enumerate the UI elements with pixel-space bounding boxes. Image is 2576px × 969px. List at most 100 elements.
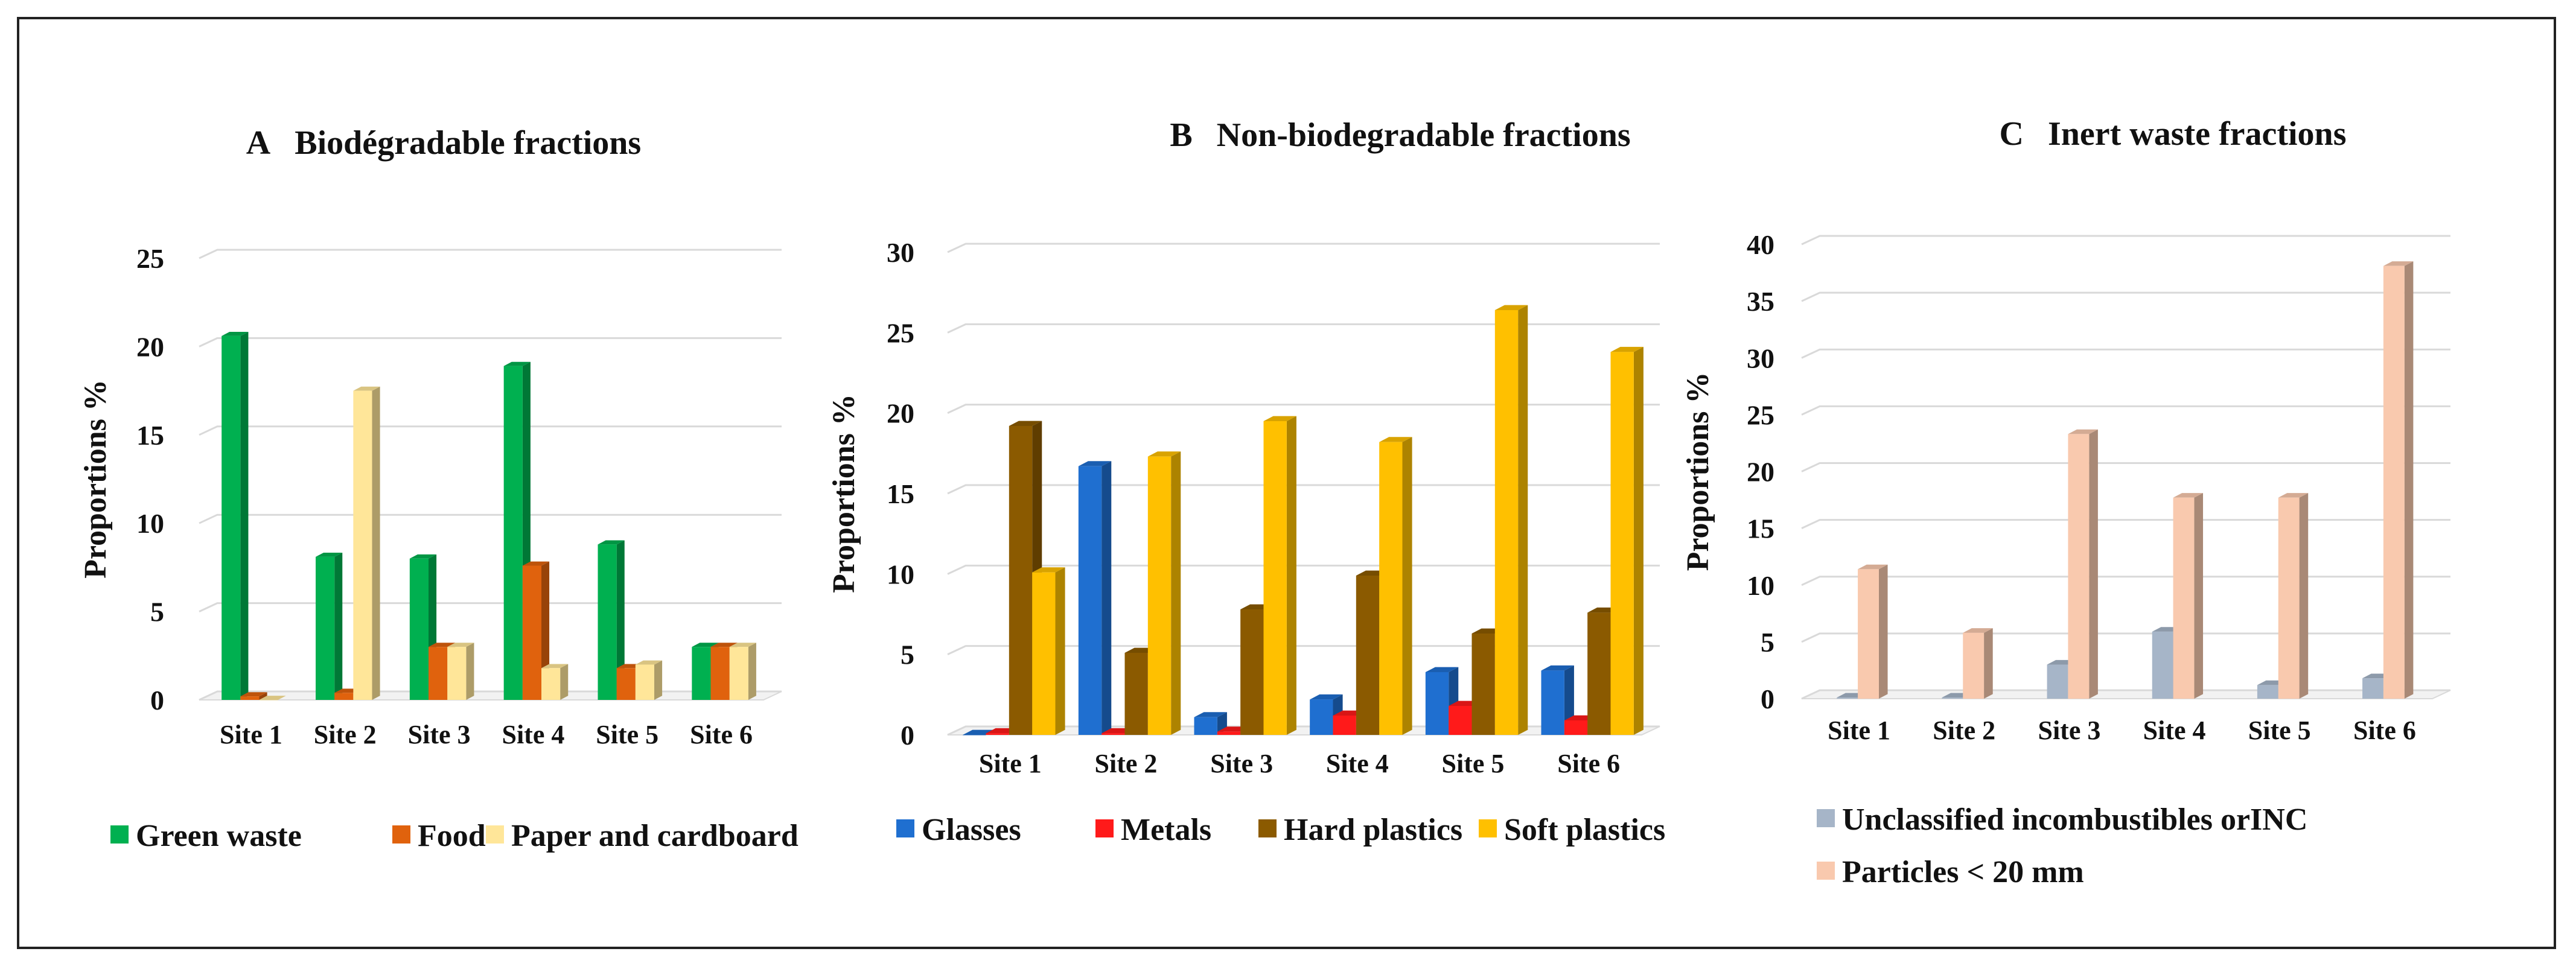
bar-side — [2299, 493, 2309, 699]
y-tick-label: 15 — [136, 420, 164, 451]
y-tick-label: 5 — [1761, 627, 1774, 658]
x-tick-label: Site 4 — [502, 720, 564, 749]
bar-front — [2068, 434, 2090, 699]
bar-side — [748, 643, 756, 700]
bar-paper-and-cardboard-site-1 — [259, 696, 286, 701]
legend-label-soft-plastics: Soft plastics — [1504, 813, 1665, 847]
bar-front — [1494, 310, 1519, 735]
bar-particles-20-mm-site-3 — [2068, 429, 2098, 699]
bar-front — [2047, 664, 2068, 699]
x-tick-label: Site 6 — [1557, 749, 1620, 778]
bar-top — [1263, 416, 1296, 421]
bar-front — [1124, 653, 1148, 735]
gridline — [947, 484, 1660, 495]
gridline — [199, 690, 782, 701]
bar-soft-plastics-site-5 — [1494, 305, 1528, 735]
bar-top — [2278, 493, 2309, 498]
bar-particles-20-mm-site-6 — [2383, 261, 2414, 699]
bar-soft-plastics-site-1 — [1032, 567, 1065, 735]
y-tick-label: 5 — [150, 597, 164, 627]
bar-side — [560, 664, 569, 700]
bar-front — [222, 335, 241, 700]
bar-top — [447, 643, 474, 647]
bar-front — [598, 544, 617, 700]
x-tick-label: Site 4 — [2143, 716, 2206, 745]
chart-panel-letter: B — [1170, 116, 1192, 154]
legend-swatch-soft-plastics — [1479, 819, 1497, 837]
bar-front — [1449, 706, 1472, 735]
x-tick-label: Site 1 — [220, 720, 282, 749]
bar-top — [503, 361, 531, 366]
bar-side — [1286, 416, 1296, 735]
bar-front — [503, 366, 523, 700]
bar-side — [1055, 567, 1065, 735]
bar-green-waste-site-3 — [409, 554, 437, 700]
y-tick-label: 25 — [887, 317, 914, 348]
x-tick-label: Site 2 — [314, 720, 377, 749]
bar-front — [1963, 632, 1985, 699]
bar-top — [259, 696, 286, 700]
x-tick-label: Site 3 — [408, 720, 471, 749]
bar-top — [409, 554, 437, 559]
bar-front — [353, 390, 372, 700]
bar-top — [2383, 261, 2414, 266]
gridline — [199, 602, 782, 612]
bar-top — [1425, 667, 1459, 672]
legend-label-metals: Metals — [1121, 813, 1211, 847]
y-tick-label: 0 — [150, 685, 164, 716]
bar-paper-and-cardboard-site-3 — [447, 643, 474, 700]
x-tick-label: Site 1 — [979, 749, 1042, 778]
y-tick-label: 15 — [1747, 513, 1774, 544]
bar-paper-and-cardboard-site-2 — [353, 386, 380, 700]
legend-swatch-particles-20-mm — [1817, 862, 1835, 880]
y-tick-label: 25 — [1747, 399, 1774, 430]
bar-front — [1101, 733, 1125, 735]
bar-front — [1032, 572, 1056, 735]
bar-paper-and-cardboard-site-6 — [729, 643, 756, 700]
bar-particles-20-mm-site-4 — [2173, 493, 2204, 699]
y-tick-label: 10 — [887, 559, 914, 589]
bar-front — [259, 700, 278, 701]
legend-label-hard-plastics: Hard plastics — [1284, 813, 1462, 847]
bar-top — [522, 561, 550, 566]
bar-side — [1402, 437, 1412, 735]
bar-soft-plastics-site-3 — [1263, 416, 1296, 735]
bar-side — [616, 540, 625, 700]
gridline — [1801, 348, 2450, 359]
y-tick-label: 35 — [1747, 286, 1774, 317]
bar-green-waste-site-5 — [598, 540, 625, 700]
gridline — [199, 337, 782, 348]
bar-front — [1240, 609, 1264, 735]
bar-front — [1333, 716, 1356, 735]
bar-front — [729, 647, 748, 700]
bar-side — [1633, 346, 1643, 735]
bar-soft-plastics-site-4 — [1379, 437, 1412, 735]
x-tick-label: Site 5 — [1442, 749, 1505, 778]
legend-swatch-food — [392, 825, 410, 844]
y-tick-label: 0 — [901, 720, 914, 751]
legend-swatch-glasses — [896, 819, 914, 837]
bar-top — [1963, 628, 1993, 633]
bar-side — [240, 331, 249, 700]
y-tick-label: 0 — [1761, 684, 1774, 714]
bar-front — [1858, 569, 1879, 699]
bar-front — [635, 664, 654, 700]
chart-title-text: Non-biodegradable fractions — [1217, 116, 1631, 154]
bar-top — [1858, 564, 1888, 570]
bar-soft-plastics-site-2 — [1147, 451, 1181, 735]
bar-front — [2362, 678, 2383, 699]
gridline — [947, 323, 1660, 334]
bar-top — [316, 552, 343, 557]
bar-top — [429, 643, 456, 647]
bar-top — [2173, 493, 2204, 498]
gridline — [199, 249, 782, 259]
bar-front — [1471, 634, 1495, 735]
bar-top — [353, 386, 380, 391]
bar-soft-plastics-site-6 — [1610, 346, 1643, 735]
legend-label-paper-and-cardboard: Paper and cardboard — [511, 819, 799, 853]
bar-top — [1310, 694, 1343, 700]
bar-top — [1610, 346, 1643, 352]
bar-front — [710, 647, 730, 700]
bar-top — [1379, 437, 1412, 442]
